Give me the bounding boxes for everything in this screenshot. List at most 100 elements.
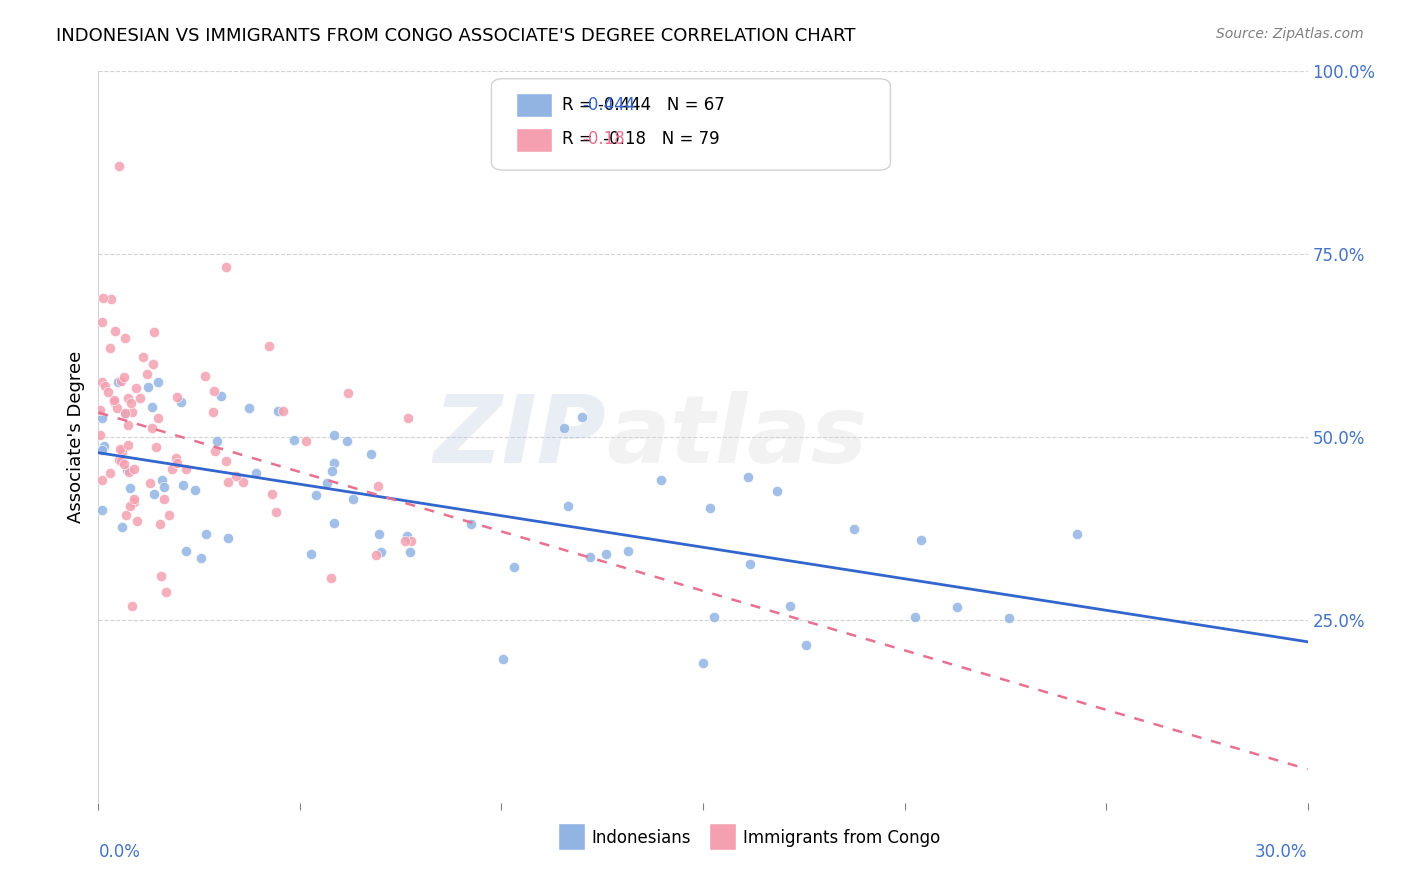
Point xyxy=(115,462,138,476)
Point xyxy=(148,410,170,425)
Point xyxy=(152,473,174,487)
Point xyxy=(121,599,143,613)
Point xyxy=(91,473,114,487)
Point xyxy=(367,479,389,493)
Point xyxy=(125,381,148,395)
Point xyxy=(166,390,188,404)
Point xyxy=(142,325,165,339)
Point xyxy=(502,559,524,574)
Point xyxy=(283,433,305,447)
Point xyxy=(91,442,114,457)
Point xyxy=(176,462,198,476)
Point xyxy=(553,420,575,434)
Text: Indonesians: Indonesians xyxy=(592,829,692,847)
Point xyxy=(492,651,515,665)
Point xyxy=(91,291,114,305)
Point xyxy=(779,599,801,613)
Point xyxy=(149,516,172,531)
Point xyxy=(232,475,254,490)
Point xyxy=(108,453,131,467)
Text: Source: ZipAtlas.com: Source: ZipAtlas.com xyxy=(1216,27,1364,41)
Point xyxy=(194,526,217,541)
Point xyxy=(118,499,141,513)
Point xyxy=(125,514,148,528)
Point xyxy=(204,384,226,398)
Point xyxy=(245,466,267,480)
Point xyxy=(153,480,176,494)
Point xyxy=(91,502,114,516)
Point xyxy=(215,454,238,468)
Point xyxy=(117,391,139,405)
Point xyxy=(105,401,128,415)
Point xyxy=(215,260,238,274)
Point xyxy=(157,508,180,523)
Point xyxy=(93,439,115,453)
Point xyxy=(740,557,762,571)
Point xyxy=(238,401,260,416)
Point xyxy=(142,357,165,371)
Point xyxy=(98,466,121,480)
Point xyxy=(103,395,125,409)
Point xyxy=(110,442,132,457)
Point xyxy=(316,475,339,490)
Point xyxy=(136,380,159,394)
Point xyxy=(89,402,111,417)
Point xyxy=(557,499,579,513)
Point xyxy=(904,610,927,624)
Text: 30.0%: 30.0% xyxy=(1256,843,1308,861)
Bar xyxy=(516,94,551,118)
Point xyxy=(267,404,290,418)
Point xyxy=(132,351,155,365)
Point xyxy=(97,385,120,400)
Point xyxy=(122,495,145,509)
Point xyxy=(460,516,482,531)
Point xyxy=(595,547,617,561)
Text: Immigrants from Congo: Immigrants from Congo xyxy=(742,829,941,847)
Text: -0.444: -0.444 xyxy=(582,96,636,114)
Point xyxy=(100,292,122,306)
Point xyxy=(699,500,721,515)
Point xyxy=(118,481,141,495)
Point xyxy=(112,458,135,472)
Point xyxy=(115,508,138,522)
Point xyxy=(394,534,416,549)
Point xyxy=(190,550,212,565)
Point xyxy=(342,491,364,506)
Point xyxy=(107,375,129,389)
Point xyxy=(201,404,224,418)
Point xyxy=(997,610,1019,624)
Point xyxy=(650,474,672,488)
Text: R =  -0.18   N = 79: R = -0.18 N = 79 xyxy=(561,130,718,148)
Point xyxy=(579,549,602,564)
Point xyxy=(118,465,141,479)
Point xyxy=(111,451,134,466)
Point xyxy=(112,370,135,384)
Point xyxy=(114,407,136,421)
Point xyxy=(765,483,787,498)
Point xyxy=(204,444,226,458)
Point xyxy=(148,375,170,389)
Point xyxy=(160,462,183,476)
Point xyxy=(617,544,640,558)
Point xyxy=(323,456,346,470)
Point xyxy=(94,379,117,393)
Point xyxy=(842,522,865,536)
Point xyxy=(114,406,136,420)
Point xyxy=(184,483,207,497)
Bar xyxy=(558,822,585,850)
Point xyxy=(90,375,112,389)
Point xyxy=(321,464,343,478)
Point xyxy=(321,572,343,586)
Point xyxy=(139,476,162,491)
Point xyxy=(166,456,188,470)
Point xyxy=(259,339,281,353)
Point xyxy=(295,434,318,448)
Point xyxy=(399,533,422,548)
Point xyxy=(117,418,139,433)
Point xyxy=(794,638,817,652)
Point xyxy=(571,409,593,424)
Point xyxy=(124,491,146,506)
Text: atlas: atlas xyxy=(606,391,868,483)
Point xyxy=(209,389,232,403)
Point xyxy=(172,478,194,492)
